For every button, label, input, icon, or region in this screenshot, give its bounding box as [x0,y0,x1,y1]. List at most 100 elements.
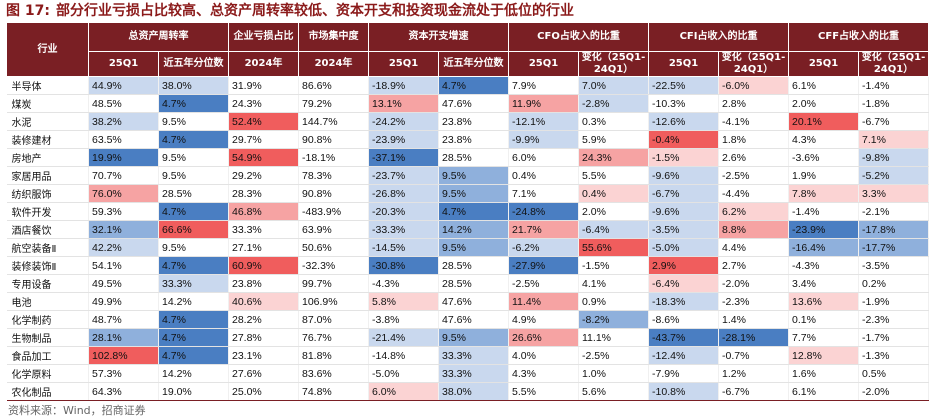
table-cell: 5.5% [508,382,579,401]
subheader: 25Q1 [508,51,579,77]
table-cell: 49.5% [88,274,159,293]
table-cell: -6.4% [648,274,720,293]
table-cell: 11.1% [578,328,650,347]
table-cell: -22.5% [648,76,720,95]
table-cell: -37.1% [368,148,439,167]
table-cell: -2.5% [508,274,579,293]
table-cell: 76.7% [298,328,369,347]
table-row: 煤炭 48.5% 4.7% 24.3% 79.2% 13.1% 47.6% 11.9% -2.8… [6,94,930,113]
table-cell: 66.6% [158,220,229,239]
table-cell: -6.4% [578,220,650,239]
industry-name: 酒店餐饮 [6,220,89,239]
table-cell: 7.1% [508,184,579,203]
table-cell: -33.3% [368,220,439,239]
industry-name: 生物制品 [6,328,89,347]
table-cell: -12.6% [648,112,720,131]
table-cell: 76.0% [88,184,159,203]
table-cell: -7.9% [648,364,720,383]
table-cell: -483.9% [298,202,369,221]
table-cell: 90.8% [298,184,369,203]
table-cell: 54.9% [228,148,299,167]
table-cell: 4.7% [158,256,229,275]
industry-name: 家居用品 [6,166,89,185]
table-cell: 33.3% [228,220,299,239]
header-cff-ratio: CFF占收入的比重 [788,22,930,52]
table-cell: -30.8% [368,256,439,275]
table-row: 装修建材 63.5% 4.7% 29.7% 90.8% -23.9% 23.8% -9.9% 5… [6,130,930,149]
table-cell: -23.9% [788,220,860,239]
table-cell: 33.3% [158,274,229,293]
header-cfi-ratio: CFI占收入的比重 [648,22,790,52]
table-cell: -9.6% [648,166,720,185]
table-cell: 9.5% [158,166,229,185]
subheader: 25Q1 [88,51,159,77]
industry-name: 半导体 [6,76,89,95]
table-cell: 9.5% [438,238,509,257]
table-row: 化学原料 57.3% 14.2% 27.6% 83.6% -5.0% 33.3% 4.3% 1.… [6,364,930,383]
table-cell: 38.0% [158,76,229,95]
table-cell: 57.3% [88,364,159,383]
table-cell: 2.7% [718,256,790,275]
table-cell: 21.7% [508,220,579,239]
table-cell: -9.6% [648,202,720,221]
table-cell: -17.8% [858,220,930,239]
table-cell: -1.4% [788,202,860,221]
industry-name: 装修建材 [6,130,89,149]
table-cell: 23.8% [438,130,509,149]
table-cell: 7.1% [858,130,930,149]
table-cell: 20.1% [788,112,860,131]
subheader: 25Q1 [788,51,860,77]
table-cell: 4.7% [158,130,229,149]
table-cell: 31.9% [228,76,299,95]
table-cell: -6.2% [508,238,579,257]
table-cell: 4.0% [508,346,579,365]
table-cell: -26.8% [368,184,439,203]
table-cell: 4.7% [158,346,229,365]
industry-name: 水泥 [6,112,89,131]
table-cell: -2.5% [578,346,650,365]
table-cell: 23.1% [228,346,299,365]
table-cell: -5.0% [648,238,720,257]
table-cell: 23.8% [438,112,509,131]
table-cell: 63.5% [88,130,159,149]
industry-name: 软件开发 [6,202,89,221]
table-cell: -24.2% [368,112,439,131]
table-cell: 11.4% [508,292,579,311]
table-cell: -1.9% [858,292,930,311]
table-cell: -2.0% [718,274,790,293]
subheader: 近五年分位数 [158,51,229,77]
table-cell: 40.6% [228,292,299,311]
table-cell: 47.6% [438,292,509,311]
table-cell: 6.1% [788,76,860,95]
table-cell: -16.4% [788,238,860,257]
table-cell: 42.2% [88,238,159,257]
table-cell: 4.3% [508,364,579,383]
table-row: 专用设备 49.5% 33.3% 23.8% 99.7% -4.3% 28.5% -2.5% 4… [6,274,930,293]
table-cell: 28.5% [158,184,229,203]
table-cell: 32.1% [88,220,159,239]
table-cell: 9.5% [158,112,229,131]
table-cell: 0.3% [578,112,650,131]
table-cell: -6.7% [648,184,720,203]
table-cell: -2.5% [718,166,790,185]
figure-number: 图 17: [6,3,50,19]
table-cell: -1.5% [578,256,650,275]
table-cell: 9.5% [438,328,509,347]
table-cell: -9.9% [508,130,579,149]
table-cell: -23.9% [368,130,439,149]
table-cell: 27.1% [228,238,299,257]
table-cell: 7.9% [508,76,579,95]
industry-name: 专用设备 [6,274,89,293]
table-cell: -2.3% [858,310,930,329]
table-cell: 28.1% [88,328,159,347]
table-cell: 6.0% [368,382,439,401]
table-cell: 6.1% [788,382,860,401]
table-cell: -28.1% [718,328,790,347]
header-asset-turnover: 总资产周转率 [88,22,229,52]
table-cell: 7.8% [788,184,860,203]
table-row: 农化制品 64.3% 19.0% 25.0% 74.8% 6.0% 38.0% 5.5% 5.6… [6,382,930,401]
table-cell: 5.5% [578,166,650,185]
table-cell: 26.6% [508,328,579,347]
table-cell: -12.1% [508,112,579,131]
table-cell: 50.6% [298,238,369,257]
